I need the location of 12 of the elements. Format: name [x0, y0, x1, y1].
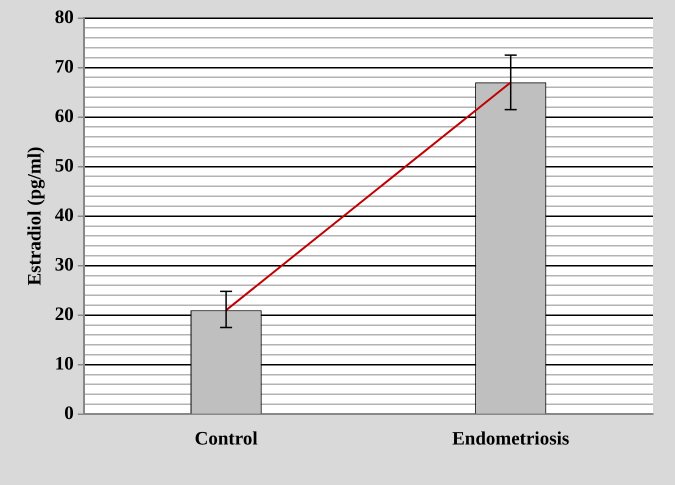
y-tick-label: 10: [54, 354, 74, 375]
x-tick-label: Control: [194, 428, 258, 450]
y-tick-label: 60: [54, 106, 74, 127]
y-tick-label: 20: [54, 304, 74, 326]
x-tick-label: Endometriosis: [452, 428, 570, 450]
y-axis-title: Estradiol (pg/ml): [24, 146, 46, 286]
y-tick-label: 0: [64, 403, 74, 424]
y-tick-label: 50: [54, 155, 74, 176]
y-tick-label: 30: [54, 254, 74, 276]
y-tick-label: 70: [54, 56, 74, 78]
y-tick-label: 40: [54, 205, 74, 226]
y-tick-label: 80: [54, 6, 74, 28]
